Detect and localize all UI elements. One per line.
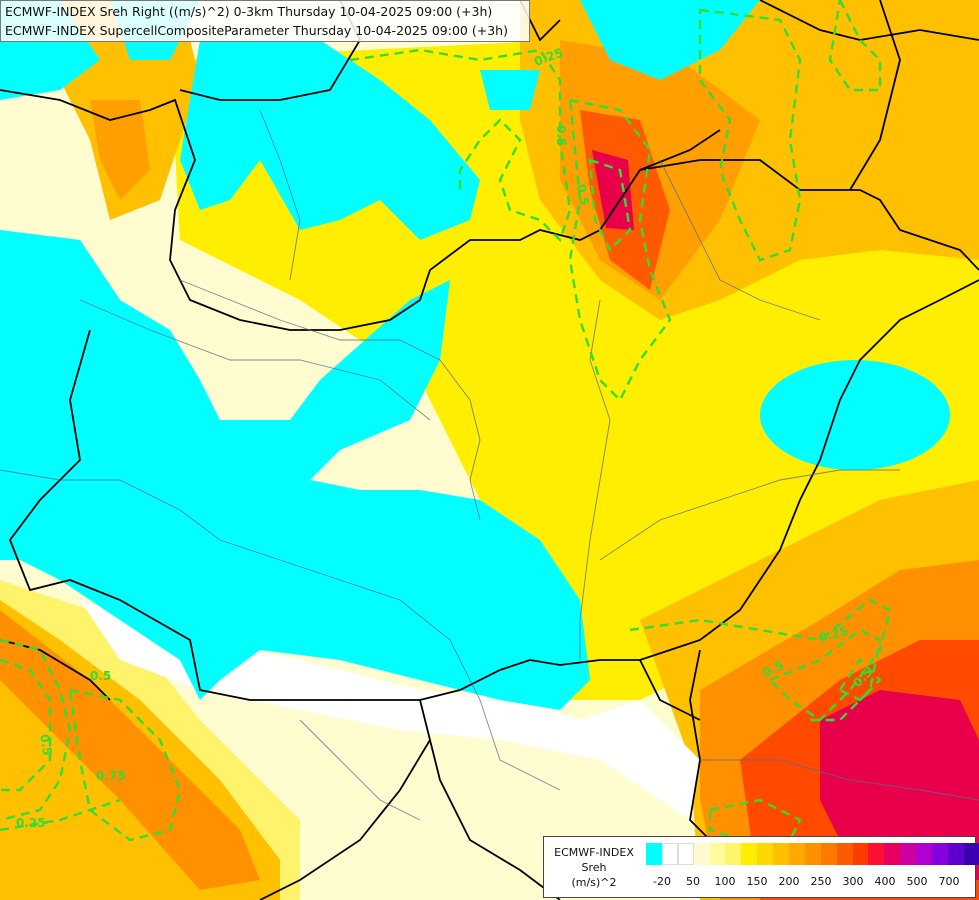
legend-swatch bbox=[900, 843, 917, 865]
title-scp: ECMWF-INDEX SupercellCompositeParameter … bbox=[5, 23, 508, 38]
crimson-core-north bbox=[592, 150, 634, 230]
legend-tick: 200 bbox=[778, 875, 800, 888]
legend-unit: (m/s)^2 bbox=[571, 876, 617, 889]
legend-tick: 50 bbox=[686, 875, 700, 888]
cyan-field-central bbox=[0, 230, 590, 710]
legend-swatch bbox=[741, 843, 758, 865]
legend-swatch bbox=[709, 843, 726, 865]
legend-variable: Sreh bbox=[581, 861, 607, 874]
map-title-box: ECMWF-INDEX Sreh Right ((m/s)^2) 0-3km T… bbox=[0, 0, 530, 42]
legend-swatch bbox=[725, 843, 742, 865]
contour-label: 0.5 bbox=[574, 183, 591, 206]
legend-tick: 700 bbox=[938, 875, 960, 888]
legend-swatch bbox=[693, 843, 710, 865]
legend-swatch bbox=[884, 843, 901, 865]
rivers bbox=[0, 109, 979, 821]
title-sreh: ECMWF-INDEX Sreh Right ((m/s)^2) 0-3km T… bbox=[5, 4, 493, 19]
color-legend: ECMWF-INDEX Sreh (m/s)^2 -20 50 100 150 200 2… bbox=[543, 836, 979, 898]
legend-tick: 250 bbox=[810, 875, 832, 888]
legend-swatches bbox=[646, 843, 979, 865]
cyan-field-north-small bbox=[480, 70, 540, 110]
contour-label: 0.5 bbox=[90, 669, 111, 683]
orange-field-southwest-core bbox=[0, 610, 260, 890]
legend-tick: 150 bbox=[746, 875, 768, 888]
legend-ticks: -20 50 100 150 200 250 300 400 500 700 bbox=[646, 875, 966, 891]
legend-swatch bbox=[677, 843, 694, 865]
legend-swatch bbox=[852, 843, 869, 865]
contour-label: 0.75 bbox=[96, 769, 126, 783]
legend-swatch bbox=[963, 843, 979, 865]
legend-swatch bbox=[947, 843, 964, 865]
legend-tick: 100 bbox=[714, 875, 736, 888]
contour-label: 0.25 bbox=[16, 816, 46, 830]
legend-swatch bbox=[757, 843, 774, 865]
legend-swatch bbox=[804, 843, 821, 865]
legend-label: ECMWF-INDEX Sreh (m/s)^2 bbox=[548, 845, 640, 890]
legend-swatch bbox=[868, 843, 885, 865]
scp-contours bbox=[0, 0, 892, 842]
orange-field-west-core bbox=[90, 100, 150, 200]
legend-tick: 400 bbox=[874, 875, 896, 888]
legend-swatch bbox=[916, 843, 933, 865]
legend-tick: 300 bbox=[842, 875, 864, 888]
cyan-field-east-oval bbox=[760, 360, 950, 470]
legend-source: ECMWF-INDEX bbox=[554, 846, 634, 859]
legend-swatch bbox=[773, 843, 790, 865]
legend-swatch bbox=[661, 843, 678, 865]
cyan-field-north bbox=[180, 40, 480, 240]
crimson-field-southeast bbox=[820, 690, 979, 880]
legend-tick: 500 bbox=[906, 875, 928, 888]
legend-swatch bbox=[836, 843, 853, 865]
contour-label: 0.5 bbox=[37, 733, 54, 756]
legend-swatch bbox=[646, 843, 662, 865]
legend-swatch bbox=[820, 843, 837, 865]
legend-tick: -20 bbox=[653, 875, 671, 888]
legend-swatch bbox=[932, 843, 948, 865]
contour-label: 0.5 bbox=[554, 125, 568, 146]
legend-swatch bbox=[789, 843, 805, 865]
cyan-field-north-east bbox=[580, 0, 760, 80]
